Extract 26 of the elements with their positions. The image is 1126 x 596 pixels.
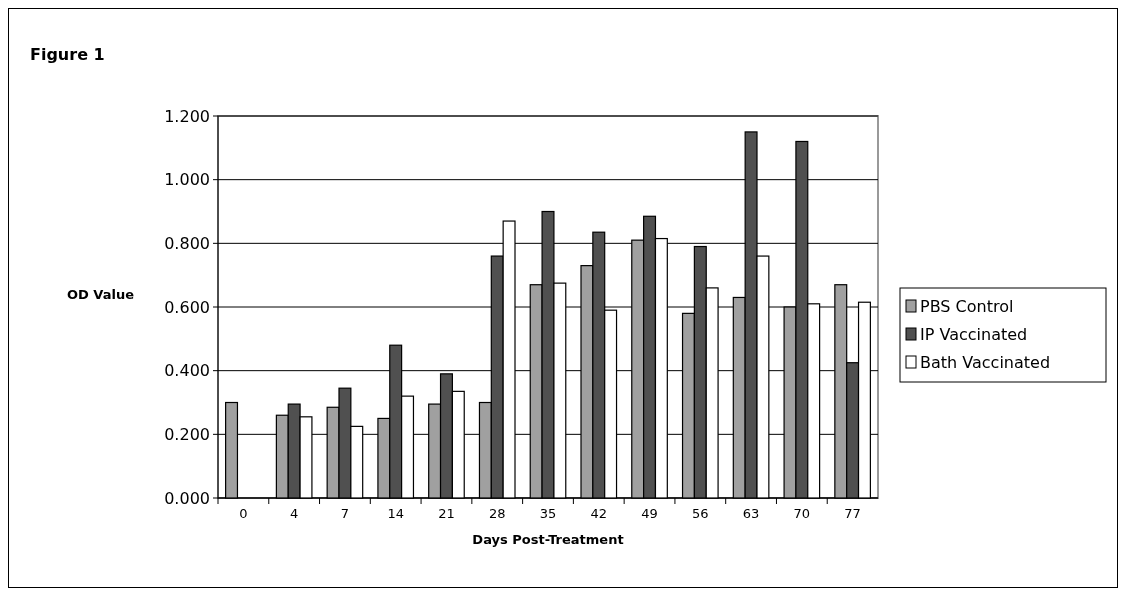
text: Figure 1 <box>30 45 105 64</box>
x-tick-label: 56 <box>692 506 709 521</box>
y-tick-label: 0.400 <box>164 361 210 381</box>
y-tick-label: 1.000 <box>164 170 210 190</box>
y-tick-label: 0.000 <box>164 488 210 508</box>
x-tick-label: 70 <box>793 506 811 521</box>
legend-label: PBS Control <box>920 296 1014 316</box>
legend-label: Bath Vaccinated <box>920 352 1051 372</box>
x-tick-label: 21 <box>438 506 455 521</box>
x-tick-label: 35 <box>539 506 557 521</box>
x-tick-label: 49 <box>641 506 658 521</box>
y-tick-label: 1.200 <box>164 106 210 126</box>
x-tick-label: 63 <box>742 506 760 521</box>
y-tick-label: 0.600 <box>164 297 210 317</box>
y-tick-label: 0.800 <box>164 233 210 253</box>
legend-label: IP Vaccinated <box>920 324 1028 344</box>
x-tick-label: 77 <box>844 506 861 521</box>
x-axis-title: Days Post-Treatment <box>472 532 624 547</box>
x-tick-label: 28 <box>488 506 506 521</box>
x-tick-label: 14 <box>387 506 404 521</box>
y-axis-title: OD Value <box>66 287 135 302</box>
x-tick-label: 0 <box>239 506 248 521</box>
y-tick-label: 0.200 <box>164 424 210 444</box>
x-tick-label: 7 <box>340 506 350 521</box>
x-tick-label: 42 <box>590 506 608 521</box>
x-tick-label: 4 <box>290 506 299 521</box>
